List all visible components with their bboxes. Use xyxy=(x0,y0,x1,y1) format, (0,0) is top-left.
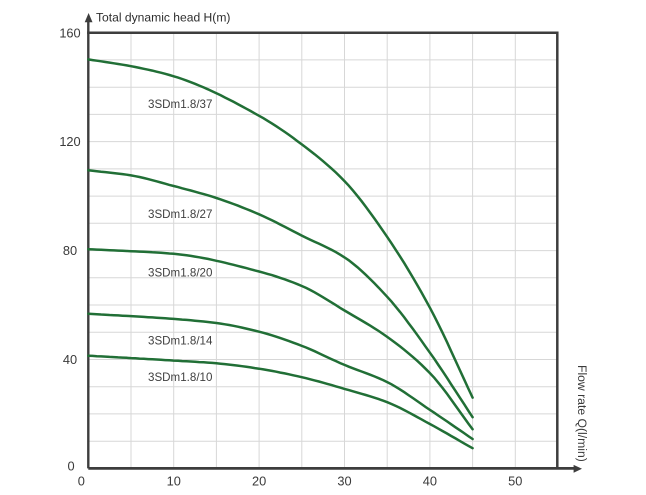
svg-text:160: 160 xyxy=(59,25,80,40)
svg-text:Total dynamic head H(m): Total dynamic head H(m) xyxy=(96,11,230,25)
svg-text:0: 0 xyxy=(67,458,74,473)
svg-text:3SDm1.8/27: 3SDm1.8/27 xyxy=(148,208,212,221)
svg-text:50: 50 xyxy=(508,474,522,489)
svg-text:40: 40 xyxy=(423,474,437,489)
svg-text:20: 20 xyxy=(252,474,266,489)
svg-text:120: 120 xyxy=(59,134,80,149)
svg-text:10: 10 xyxy=(167,474,181,489)
svg-text:3SDm1.8/10: 3SDm1.8/10 xyxy=(148,371,212,384)
svg-text:3SDm1.8/20: 3SDm1.8/20 xyxy=(148,266,212,279)
svg-text:Flow rate Q(l/min): Flow rate Q(l/min) xyxy=(575,365,589,462)
svg-text:3SDm1.8/14: 3SDm1.8/14 xyxy=(148,334,213,347)
svg-text:3SDm1.8/37: 3SDm1.8/37 xyxy=(148,98,212,111)
svg-text:0: 0 xyxy=(78,474,85,489)
svg-text:80: 80 xyxy=(63,243,77,258)
svg-text:40: 40 xyxy=(63,352,77,367)
svg-text:30: 30 xyxy=(337,474,351,489)
